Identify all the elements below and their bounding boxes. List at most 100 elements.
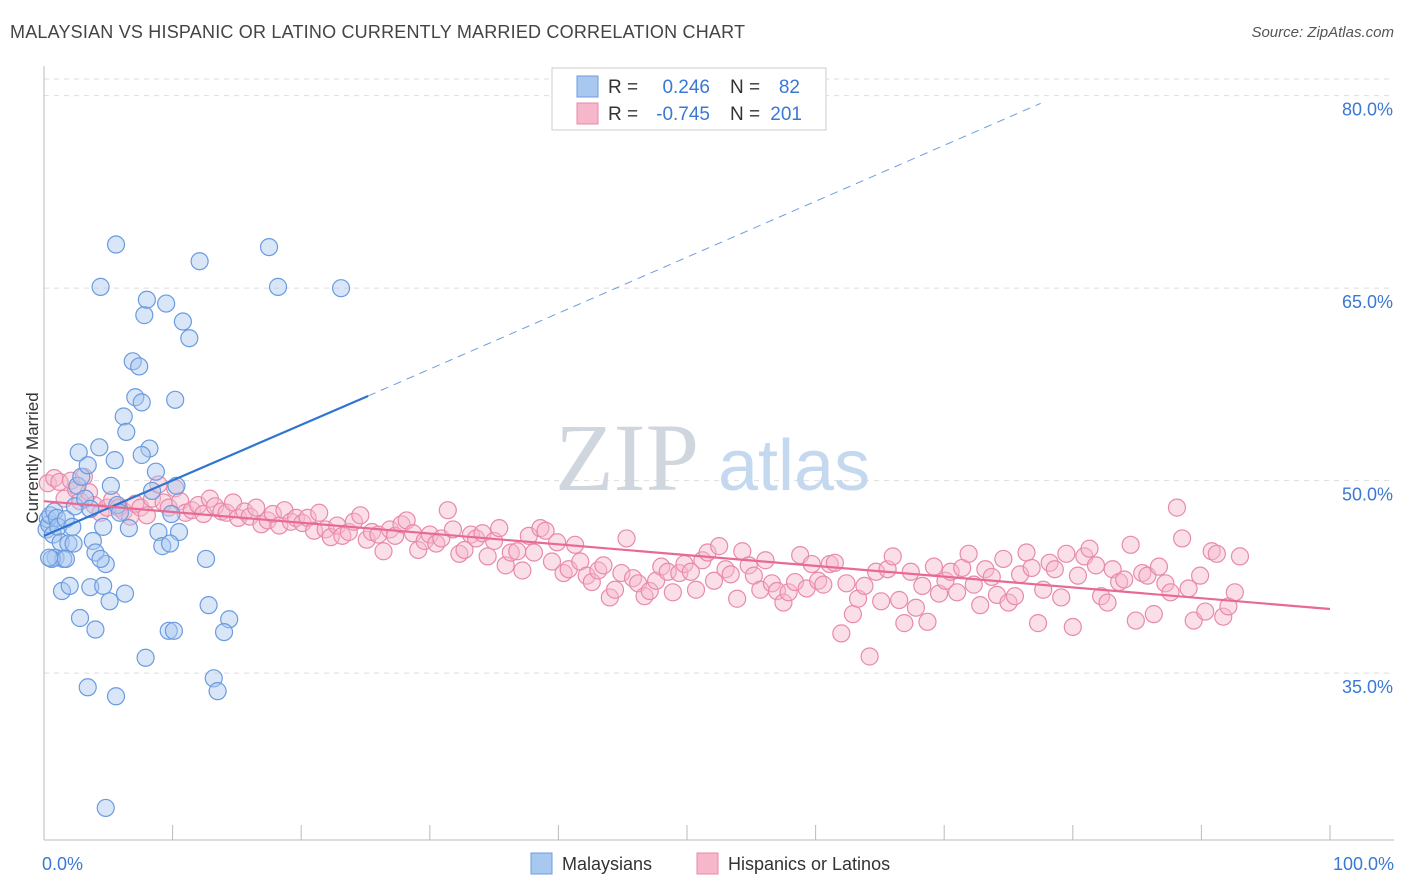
hispanic-point-70	[438, 501, 457, 520]
hispanic-point-100	[612, 563, 631, 583]
malaysian-point-16	[69, 443, 88, 462]
hispanic-point-190	[1133, 563, 1152, 583]
hispanic-point-112	[681, 562, 700, 581]
malaysian-point-70	[64, 534, 83, 553]
malaysian-point-64	[81, 578, 100, 597]
y-tick-label-3: 80.0%	[1342, 100, 1393, 120]
malaysian-point-25	[96, 554, 115, 574]
hispanic-point-128	[774, 593, 793, 612]
hispanic-point-77	[478, 547, 497, 566]
malaysian-point-57	[115, 584, 135, 603]
hispanic-point-192	[1144, 605, 1163, 624]
hispanic-point-127	[767, 581, 787, 601]
hispanic-point-109	[663, 583, 682, 602]
hispanic-point-182	[1086, 556, 1106, 575]
hispanic-point-89	[548, 533, 567, 552]
malaysian-point-48	[173, 312, 192, 331]
malaysian-point-27	[105, 451, 124, 470]
watermark-atlas: atlas	[718, 426, 870, 506]
hispanic-point-170	[1017, 543, 1036, 562]
hispanic-point-110	[670, 563, 689, 583]
legend-r-label-2: R =	[608, 104, 638, 125]
hispanic-point-40	[263, 504, 283, 524]
hispanic-point-55	[351, 506, 370, 525]
x-tick-label-max: 100.0%	[1333, 854, 1394, 874]
malaysian-point-21	[83, 531, 102, 551]
hispanic-trend-line	[43, 500, 1331, 611]
hispanic-point-152	[913, 576, 932, 596]
malaysian-point-32	[119, 519, 138, 538]
hispanic-point-151	[906, 598, 926, 617]
axes	[43, 66, 1394, 841]
malaysian-point-59	[106, 687, 126, 706]
hispanic-point-171	[1022, 558, 1041, 578]
hispanic-point-178	[1063, 617, 1082, 637]
hispanic-point-147	[883, 547, 902, 566]
hispanic-point-145	[872, 592, 891, 611]
malaysian-point-74	[214, 622, 234, 642]
hispanic-point-158	[947, 583, 967, 602]
malaysian-point-55	[159, 621, 178, 640]
hispanic-point-142	[855, 576, 874, 596]
hispanic-point-65	[409, 540, 428, 560]
top-legend: R = 0.246 N = 82 R = -0.745 N = 201	[551, 67, 827, 131]
hispanic-point-129	[779, 583, 798, 602]
hispanic-point-83	[513, 561, 532, 580]
hispanic-point-166	[994, 549, 1013, 569]
malaysian-point-60	[78, 678, 97, 697]
malaysian-point-17	[72, 467, 91, 486]
hispanic-point-140	[843, 605, 862, 624]
hispanic-point-35	[235, 502, 254, 521]
malaysian-point-67	[100, 592, 119, 611]
hispanic-point-96	[589, 561, 608, 580]
hispanic-point-188	[1121, 535, 1140, 554]
hispanic-point-47	[304, 521, 324, 540]
hispanic-point-148	[890, 590, 909, 610]
hispanic-point-88	[542, 552, 562, 571]
hispanic-point-95	[582, 572, 601, 592]
trend-lines	[43, 102, 1331, 611]
hispanic-point-59	[374, 542, 393, 561]
hispanic-point-202	[1202, 542, 1221, 561]
hispanic-point-99	[605, 580, 625, 599]
hispanic-point-168	[1005, 587, 1025, 606]
malaysian-point-26	[101, 476, 120, 495]
malaysian-point-80	[166, 390, 185, 409]
hispanic-point-85	[524, 543, 544, 562]
malaysian-point-52	[199, 596, 218, 615]
legend-r-value-2: -0.745	[656, 104, 710, 125]
legend-swatch-hispanics	[576, 102, 599, 125]
legend-swatch-malaysians	[576, 75, 599, 98]
malaysian-point-65	[86, 620, 105, 639]
hispanic-point-104	[635, 587, 654, 606]
watermark: ZIP atlas	[555, 404, 870, 511]
bottom-legend-label-hispanics: Hispanics or Latinos	[728, 854, 890, 874]
hispanic-point-2	[50, 472, 69, 492]
malaysian-point-14	[65, 497, 84, 516]
malaysian-point-79	[91, 277, 110, 296]
hispanic-point-73	[455, 540, 474, 560]
hispanic-point-138	[832, 624, 851, 643]
hispanic-point-37	[247, 498, 266, 517]
malaysian-point-69	[56, 549, 75, 569]
hispanic-point-79	[490, 519, 509, 538]
hispanic-point-172	[1028, 614, 1048, 633]
hispanic-point-149	[895, 614, 914, 633]
hispanic-point-200	[1191, 566, 1210, 585]
malaysian-trend-extension	[367, 102, 1041, 397]
malaysian-point-76	[268, 277, 288, 296]
hispanic-point-194	[1156, 574, 1175, 593]
malaysian-point-82	[160, 534, 180, 553]
malaysian-point-83	[40, 548, 59, 567]
malaysian-point-58	[136, 648, 155, 667]
bottom-legend-swatch-hispanics	[696, 852, 719, 875]
malaysian-point-19	[78, 456, 97, 475]
legend-n-value-2: 201	[770, 104, 802, 125]
hispanic-point-154	[924, 557, 944, 576]
hispanic-point-139	[837, 574, 856, 593]
malaysian-trend-line	[43, 394, 369, 537]
hispanic-point-187	[1115, 570, 1134, 589]
hispanic-point-105	[640, 581, 659, 601]
y-tick-label-2: 65.0%	[1342, 292, 1393, 312]
